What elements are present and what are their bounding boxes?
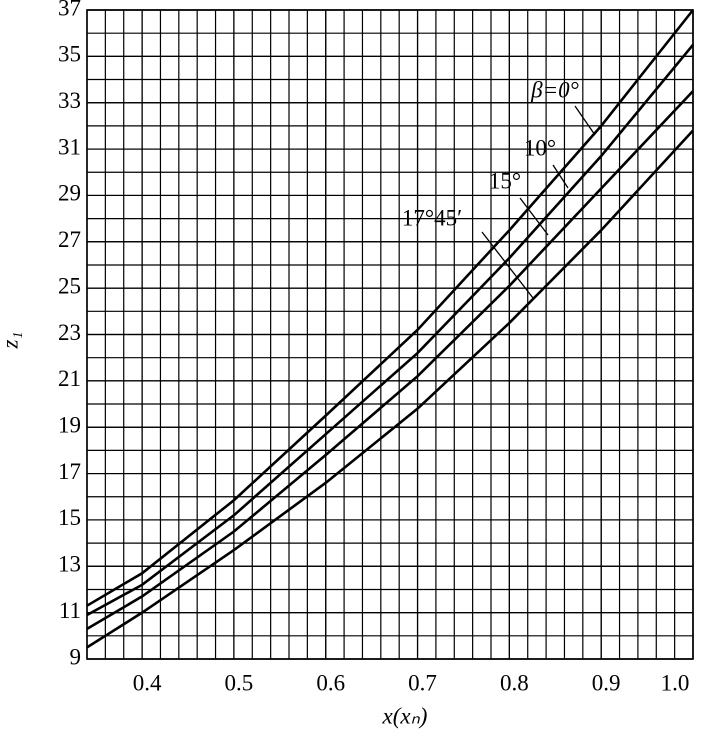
x-tick-label: 1.0 <box>661 670 690 695</box>
x-tick-label: 0.6 <box>316 670 345 695</box>
x-tick-label: 0.9 <box>592 670 621 695</box>
y-tick-label: 33 <box>58 88 81 113</box>
x-tick-label: 0.5 <box>225 670 254 695</box>
leader-line <box>552 164 569 189</box>
curve <box>86 90 694 630</box>
y-tick-label: 9 <box>70 644 82 669</box>
x-axis-label: x(xₙ) <box>382 703 428 728</box>
curve <box>86 43 695 617</box>
series-label: 15° <box>489 168 521 193</box>
curve <box>86 129 694 649</box>
y-tick-label: 29 <box>58 181 81 206</box>
y-axis-label: z₁ <box>0 332 22 350</box>
y-tick-label: 11 <box>59 598 81 623</box>
leader-line <box>481 231 534 299</box>
plot-frame <box>86 9 694 660</box>
series-label: 10° <box>524 135 556 160</box>
leader-line <box>574 105 596 136</box>
y-tick-label: 23 <box>58 320 81 345</box>
y-tick-label: 37 <box>58 0 81 20</box>
y-tick-label: 21 <box>58 366 81 391</box>
leader-line <box>519 197 549 236</box>
y-tick-label: 19 <box>58 412 81 437</box>
x-tick-label: 0.8 <box>500 670 529 695</box>
curve <box>86 9 695 607</box>
y-tick-label: 25 <box>58 273 81 298</box>
y-tick-label: 35 <box>58 42 81 67</box>
x-tick-label: 0.4 <box>133 670 162 695</box>
series-label: 17°45′ <box>402 205 462 230</box>
y-tick-label: 27 <box>58 227 81 252</box>
y-tick-label: 17 <box>58 459 81 484</box>
x-tick-label: 0.7 <box>408 670 437 695</box>
y-tick-label: 31 <box>58 134 81 159</box>
y-tick-label: 13 <box>58 552 81 577</box>
y-tick-label: 15 <box>58 505 81 530</box>
series-label: β=0° <box>530 77 579 102</box>
